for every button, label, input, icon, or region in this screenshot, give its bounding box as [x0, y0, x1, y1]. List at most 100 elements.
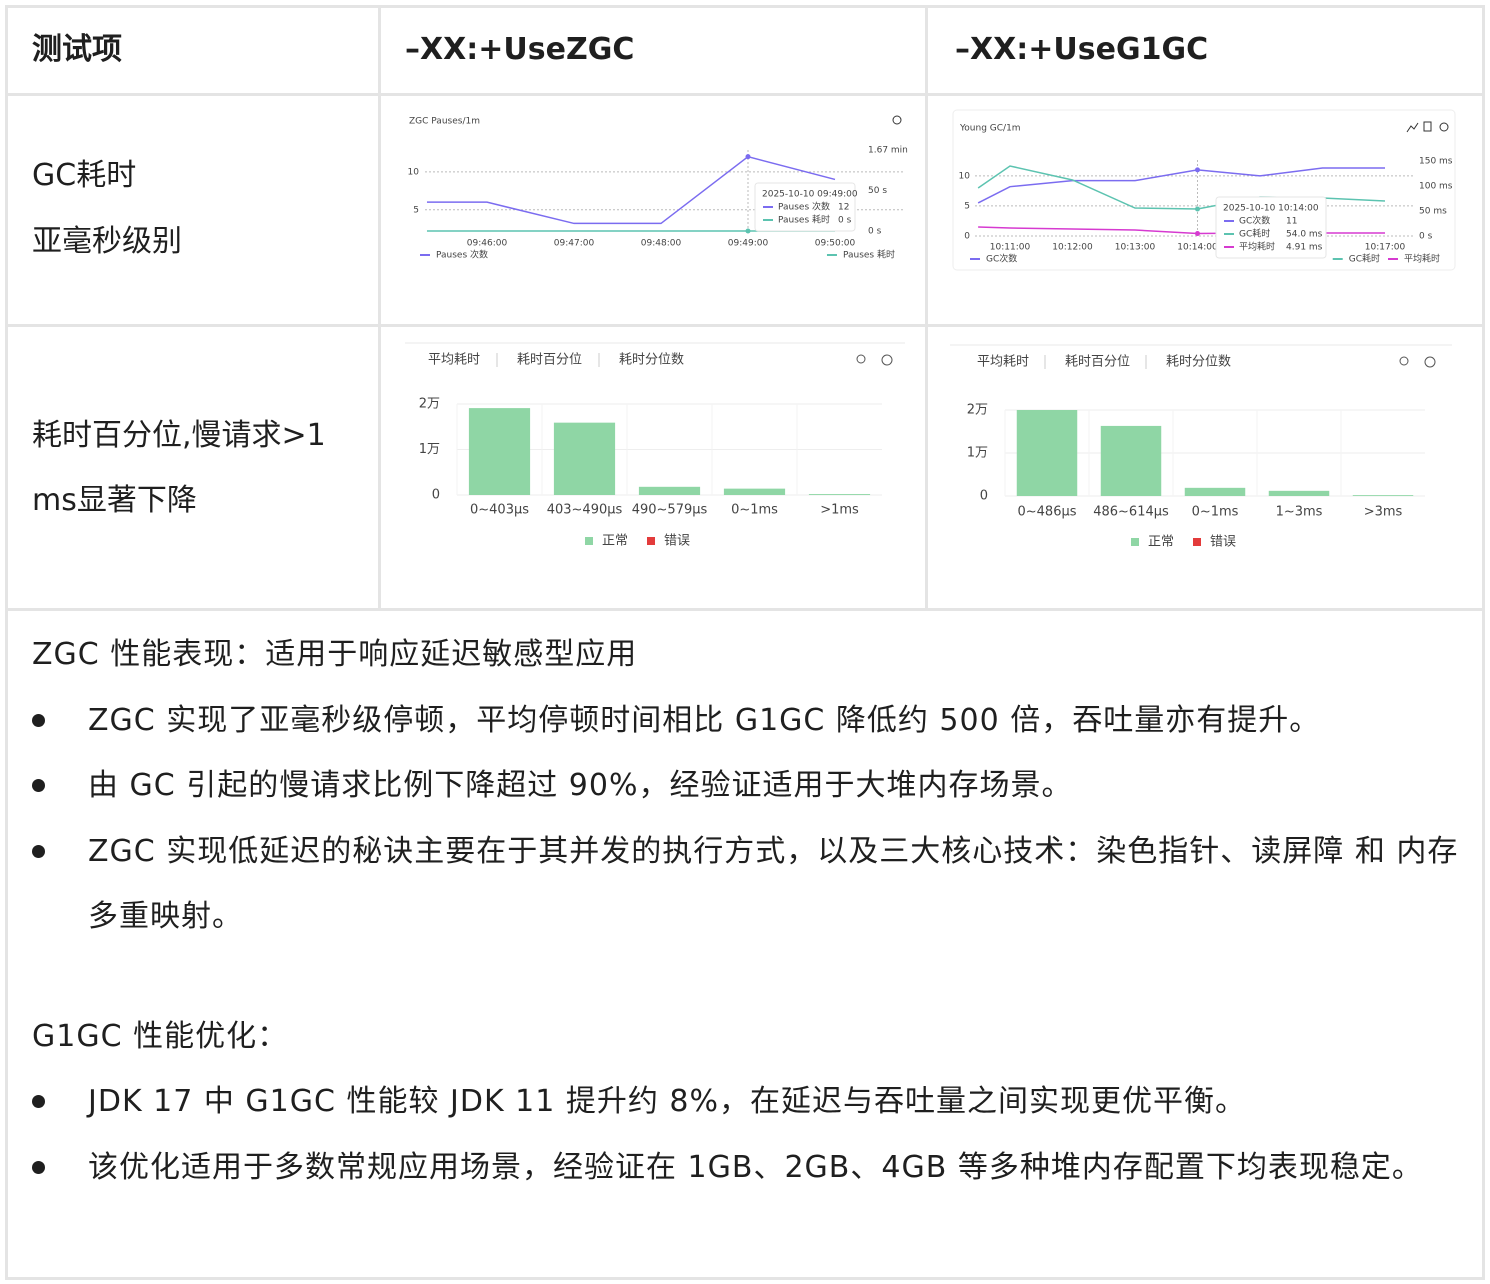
tooltip-value: 12: [838, 203, 849, 213]
bar: [1268, 490, 1330, 496]
x-tick-label: 10:12:00: [1052, 243, 1093, 253]
bar: [468, 408, 531, 495]
tool-icon[interactable]: [856, 354, 866, 364]
header-cell: –XX:+UseZGC: [405, 32, 635, 67]
tooltip: [754, 182, 856, 232]
cell: [8, 96, 378, 324]
eye-icon[interactable]: [1439, 122, 1449, 132]
legend-swatch: [1193, 538, 1201, 546]
tooltip: [1215, 196, 1327, 259]
tooltip-value: 4.91 ms: [1286, 243, 1323, 253]
x-tick-label: >1ms: [820, 503, 859, 518]
legend-label: 正常: [602, 534, 628, 549]
tool-icon[interactable]: [1399, 356, 1409, 366]
y-tick-label: 0: [964, 232, 970, 242]
bar: [1352, 495, 1414, 496]
legend-label: Pauses 次数: [436, 249, 488, 261]
y-tick-label: 10: [408, 167, 420, 177]
cell: [928, 96, 1482, 324]
legend-swatch: [585, 537, 593, 545]
chart-icon[interactable]: [1406, 122, 1419, 133]
y2-tick-label: 1.67 min: [868, 145, 908, 155]
legend-label: 平均耗时: [1404, 253, 1440, 265]
summary-heading: ZGC 性能表现：适用于响应延迟敏感型应用: [32, 637, 638, 672]
doc-icon[interactable]: [1423, 121, 1432, 132]
tab[interactable]: 耗时分位数: [1166, 355, 1231, 370]
x-tick-label: 490~579μs: [632, 503, 708, 518]
y-tick-label: 0: [432, 488, 440, 503]
tab[interactable]: 耗时百分位: [517, 353, 582, 368]
summary-heading: G1GC 性能优化：: [32, 1018, 289, 1054]
tooltip-name: 平均耗时: [1239, 241, 1275, 253]
tooltip-name: GC次数: [1239, 215, 1270, 227]
x-tick-label: 0~1ms: [1192, 505, 1239, 520]
x-tick-label: 09:47:00: [554, 239, 595, 249]
bullet: ZGC 实现低延迟的秘诀主要在于其并发的执行方式，以及三大核心技术：染色指针、读…: [32, 819, 1464, 950]
x-tick-label: 10:14:00: [1177, 243, 1218, 253]
y2-tick-label: 0 s: [868, 227, 882, 237]
row-label: GC耗时: [32, 158, 137, 193]
summary: ZGC 性能表现：适用于响应延迟敏感型应用 ZGC 实现了亚毫秒级停顿，平均停顿…: [32, 622, 1464, 1200]
bar: [553, 422, 616, 495]
chart-title: Young GC/1m: [959, 124, 1021, 134]
legend-label: 错误: [1210, 535, 1236, 550]
y2-tick-label: 50 s: [868, 186, 887, 196]
tooltip-value: 11: [1286, 217, 1297, 227]
row-label: ms显著下降: [32, 483, 197, 518]
x-tick-label: 10:17:00: [1365, 243, 1406, 253]
bar: [723, 488, 786, 495]
bullet: JDK 17 中 G1GC 性能较 JDK 11 提升约 8%，在延迟与吞吐量之…: [32, 1069, 1464, 1135]
x-tick-label: 0~403μs: [470, 503, 529, 518]
cell: [928, 8, 1482, 93]
tab[interactable]: 平均耗时: [977, 355, 1029, 370]
series-line: [977, 167, 1385, 204]
tooltip-title: 2025-10-10 09:49:00: [762, 190, 858, 200]
y-tick-label: 1万: [419, 442, 440, 457]
bullet: ZGC 实现了亚毫秒级停顿，平均停顿时间相比 G1GC 降低约 500 倍，吞吐…: [32, 688, 1464, 754]
chart-title: ZGC Pauses/1m: [409, 117, 480, 127]
y2-tick-label: 50 ms: [1419, 207, 1447, 217]
point: [1195, 206, 1200, 212]
x-tick-label: 10:11:00: [990, 243, 1031, 253]
point: [1195, 231, 1200, 237]
tab[interactable]: 耗时分位数: [619, 353, 684, 368]
bullet-list: ZGC 实现了亚毫秒级停顿，平均停顿时间相比 G1GC 降低约 500 倍，吞吐…: [32, 688, 1464, 950]
legend-swatch: [647, 537, 655, 545]
x-tick-label: 09:49:00: [728, 239, 769, 249]
row-label: 亚毫秒级别: [32, 224, 182, 259]
series-line: [426, 155, 836, 225]
y-tick-label: 5: [964, 201, 970, 211]
cell: [8, 611, 1482, 1277]
bullet: 由 GC 引起的慢请求比例下降超过 90%，经验证适用于大堆内存场景。: [32, 753, 1464, 819]
y2-tick-label: 0 s: [1419, 232, 1433, 242]
bar: [1100, 425, 1162, 496]
tooltip-title: 2025-10-10 10:14:00: [1223, 204, 1319, 214]
x-tick-label: 0~1ms: [731, 503, 778, 518]
y-tick-label: 2万: [419, 397, 440, 412]
x-tick-label: >3ms: [1364, 505, 1403, 520]
y-tick-label: 2万: [967, 403, 988, 418]
y-tick-label: 10: [959, 171, 971, 181]
row-label: 耗时百分位,慢请求>1: [32, 418, 326, 453]
x-tick-label: 403~490μs: [547, 503, 623, 518]
y2-tick-label: 100 ms: [1419, 182, 1453, 192]
x-tick-label: 0~486μs: [1017, 505, 1076, 520]
panel: [952, 109, 1456, 271]
heart-icon[interactable]: [881, 354, 893, 366]
x-tick-label: 1~3ms: [1276, 505, 1323, 520]
heart-icon[interactable]: [1424, 356, 1436, 368]
eye-icon[interactable]: [892, 115, 902, 125]
x-tick-label: 10:13:00: [1115, 243, 1156, 253]
bar: [1016, 410, 1078, 496]
tab[interactable]: 平均耗时: [428, 353, 480, 368]
x-tick-label: 486~614μs: [1093, 505, 1169, 520]
tab[interactable]: 耗时百分位: [1065, 355, 1130, 370]
legend-label: GC次数: [986, 253, 1017, 265]
tooltip-name: Pauses 耗时: [778, 214, 830, 226]
point: [1195, 167, 1200, 173]
cell: [381, 8, 925, 93]
y-tick-label: 1万: [967, 446, 988, 461]
bullet-list: JDK 17 中 G1GC 性能较 JDK 11 提升约 8%，在延迟与吞吐量之…: [32, 1069, 1464, 1200]
